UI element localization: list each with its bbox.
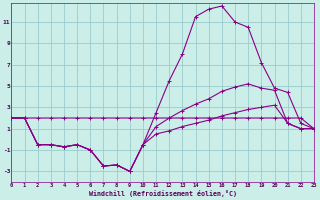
X-axis label: Windchill (Refroidissement éolien,°C): Windchill (Refroidissement éolien,°C) [89,190,237,197]
